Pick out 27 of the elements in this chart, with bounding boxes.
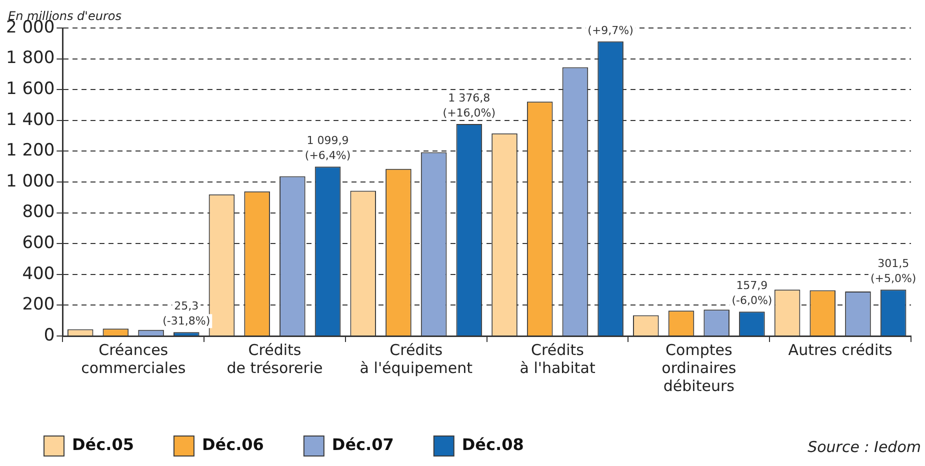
legend-label: Déc.05 (72, 435, 134, 454)
y-tick-label: 1 800 (6, 48, 55, 68)
data-label: 25,3 (-31,8%) (162, 299, 210, 328)
y-tick-label: 200 (22, 294, 55, 315)
x-tick-label: Crédits de trésorerie (226, 340, 323, 377)
y-tick-label: 1 200 (6, 140, 55, 161)
data-label: 301,5 (+5,0%) (870, 256, 916, 285)
source-note: Source : Iedom (808, 438, 921, 456)
y-tick-label: 0 (44, 325, 55, 346)
data-label: 1 099,9 (+6,4%) (304, 134, 351, 162)
y-tick-label: 400 (22, 264, 55, 284)
y-tick-label: 600 (22, 233, 55, 254)
x-tick-label: Crédits à l'habitat (520, 340, 596, 377)
y-tick-label: 800 (22, 202, 55, 222)
y-tick-label: 1 400 (6, 110, 55, 130)
x-tick-label: Crédits à l'équipement (360, 340, 473, 377)
x-tick-label: Comptes ordinaires débiteurs (662, 340, 736, 395)
legend-label: Déc.08 (462, 435, 524, 454)
x-tick-label: Créances commerciales (81, 340, 186, 377)
legend-label: Déc.07 (332, 435, 394, 454)
x-tick-label: Autres crédits (788, 340, 892, 359)
y-tick-label: 1 000 (6, 171, 55, 192)
data-label: 1 376,8 (+16,0%) (442, 91, 496, 120)
data-label: 157,9 (-6,0%) (732, 279, 772, 308)
y-tick-label: 1 600 (6, 79, 55, 100)
legend-label: Déc.06 (202, 435, 264, 454)
annotation: (+9,7%) (588, 24, 634, 37)
